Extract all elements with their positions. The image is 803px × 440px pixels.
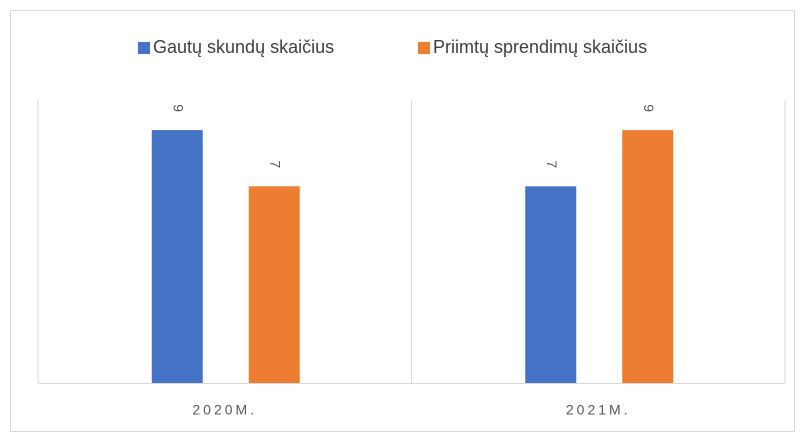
bar [525,186,577,383]
legend-label: Priimtų sprendimų skaičius [433,37,647,57]
x-tick-label: 2020M. [192,402,257,418]
chart-border [10,10,795,432]
x-tick-label: 2021M. [566,402,631,418]
bar [151,130,203,383]
legend-swatch [418,42,430,54]
legend-swatch [138,42,150,54]
bar [248,186,300,383]
legend-label: Gautų skundų skaičius [153,37,334,57]
data-label: 9 [171,104,187,112]
data-label: 7 [544,160,560,168]
data-label: 7 [268,160,284,168]
bar [622,130,674,383]
data-label: 9 [641,104,657,112]
